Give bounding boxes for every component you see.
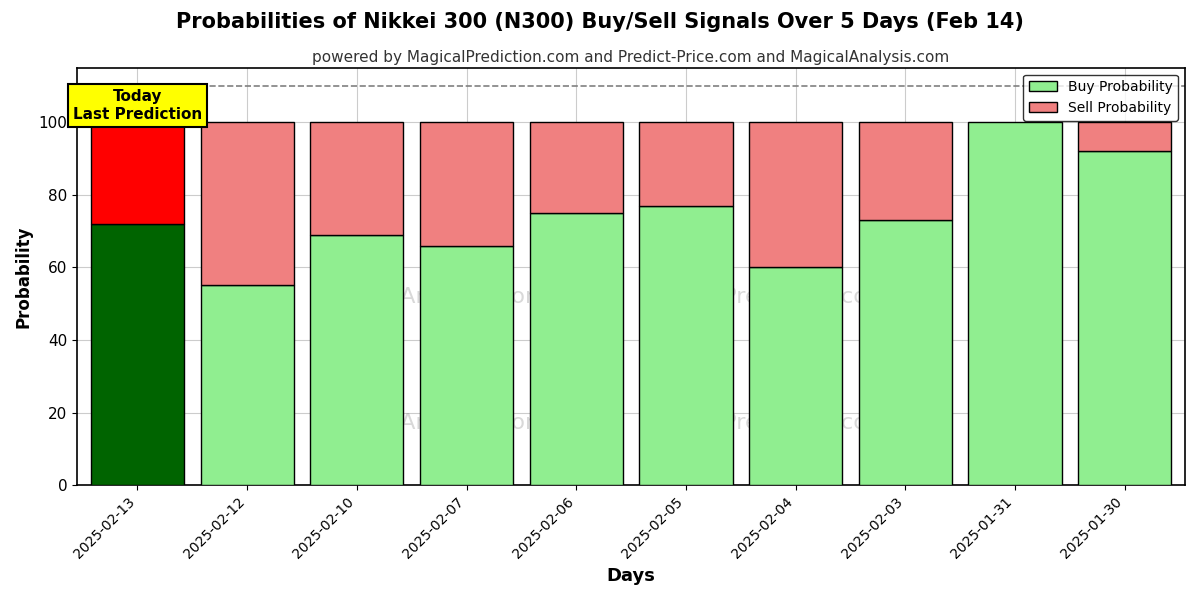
Bar	[200, 286, 294, 485]
Text: MagicalAnalysis.com: MagicalAnalysis.com	[316, 413, 547, 433]
Bar	[200, 122, 294, 286]
Bar	[749, 122, 842, 268]
Bar	[91, 122, 184, 224]
Bar	[311, 122, 403, 235]
Bar	[1078, 122, 1171, 151]
Bar	[1078, 151, 1171, 485]
Bar	[529, 122, 623, 213]
Text: Today
Last Prediction: Today Last Prediction	[73, 89, 202, 122]
Bar	[529, 213, 623, 485]
Bar	[420, 245, 514, 485]
X-axis label: Days: Days	[607, 567, 655, 585]
Title: powered by MagicalPrediction.com and Predict-Price.com and MagicalAnalysis.com: powered by MagicalPrediction.com and Pre…	[312, 50, 949, 65]
Text: MagicalPrediction.com: MagicalPrediction.com	[638, 413, 889, 433]
Legend: Buy Probability, Sell Probability: Buy Probability, Sell Probability	[1024, 74, 1178, 121]
Bar	[859, 122, 952, 220]
Bar	[859, 220, 952, 485]
Bar	[91, 224, 184, 485]
Bar	[640, 122, 732, 206]
Text: MagicalAnalysis.com: MagicalAnalysis.com	[316, 287, 547, 307]
Y-axis label: Probability: Probability	[14, 225, 32, 328]
Bar	[420, 122, 514, 245]
Bar	[311, 235, 403, 485]
Bar	[749, 268, 842, 485]
Text: Probabilities of Nikkei 300 (N300) Buy/Sell Signals Over 5 Days (Feb 14): Probabilities of Nikkei 300 (N300) Buy/S…	[176, 12, 1024, 32]
Text: MagicalPrediction.com: MagicalPrediction.com	[638, 287, 889, 307]
Bar	[968, 122, 1062, 485]
Bar	[640, 206, 732, 485]
